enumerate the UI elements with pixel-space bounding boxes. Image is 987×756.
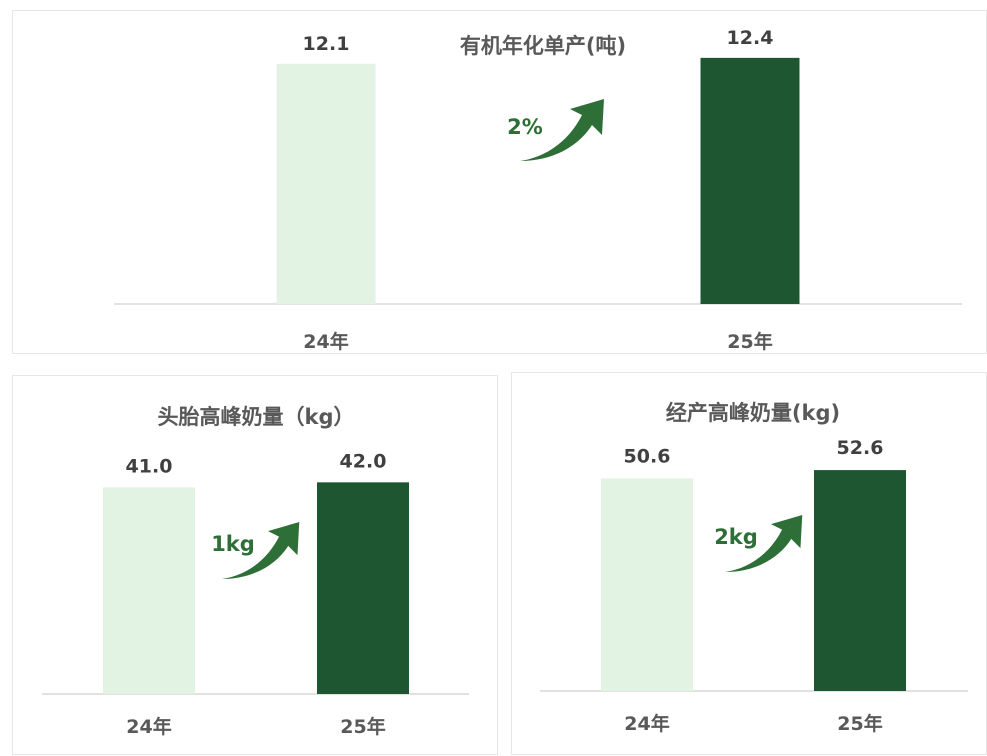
chart-panel-multiparous-peak: 经产高峰奶量(kg) 50.6 24年 52.6 25年 2kg [511, 372, 987, 755]
value-label: 41.0 [126, 455, 173, 477]
growth-arrow-icon [520, 99, 604, 161]
category-label: 24年 [303, 330, 348, 353]
category-label: 25年 [340, 715, 385, 738]
category-label: 24年 [126, 715, 171, 738]
change-label: 1kg [211, 532, 255, 556]
category-label: 25年 [727, 330, 772, 353]
growth-arrow-icon [725, 514, 803, 572]
chart-panel-first-calf-peak: 头胎高峰奶量（kg） 41.0 24年 42.0 25年 1kg [12, 375, 498, 755]
bar-curr [317, 482, 409, 694]
change-label: 2kg [714, 525, 758, 549]
chart-multiparous-peak: 经产高峰奶量(kg) 50.6 24年 52.6 25年 2kg [540, 401, 968, 735]
value-label: 52.6 [837, 437, 884, 459]
bar-prev [103, 487, 195, 694]
growth-arrow-icon [222, 521, 300, 579]
value-label: 12.4 [727, 27, 774, 49]
chart-title: 头胎高峰奶量（kg） [158, 405, 355, 429]
chart-first-calf-peak: 头胎高峰奶量（kg） 41.0 24年 42.0 25年 1kg [42, 405, 469, 738]
value-label: 42.0 [340, 450, 387, 472]
bar-curr [700, 57, 800, 305]
chart-panel-annual-yield: 有机年化单产(吨) 12.1 24年 12.4 25年 2% [12, 10, 987, 354]
change-label: 2% [507, 115, 543, 139]
chart-title: 有机年化单产(吨) [460, 34, 626, 58]
chart-annual-yield: 有机年化单产(吨) 12.1 24年 12.4 25年 2% [114, 27, 962, 353]
value-label: 12.1 [303, 33, 350, 55]
bar-prev [276, 63, 376, 304]
chart-title: 经产高峰奶量(kg) [666, 401, 840, 425]
category-label: 24年 [624, 712, 669, 735]
category-label: 25年 [837, 712, 882, 735]
bar-curr [814, 470, 906, 691]
bar-prev [601, 478, 693, 691]
value-label: 50.6 [624, 445, 671, 467]
